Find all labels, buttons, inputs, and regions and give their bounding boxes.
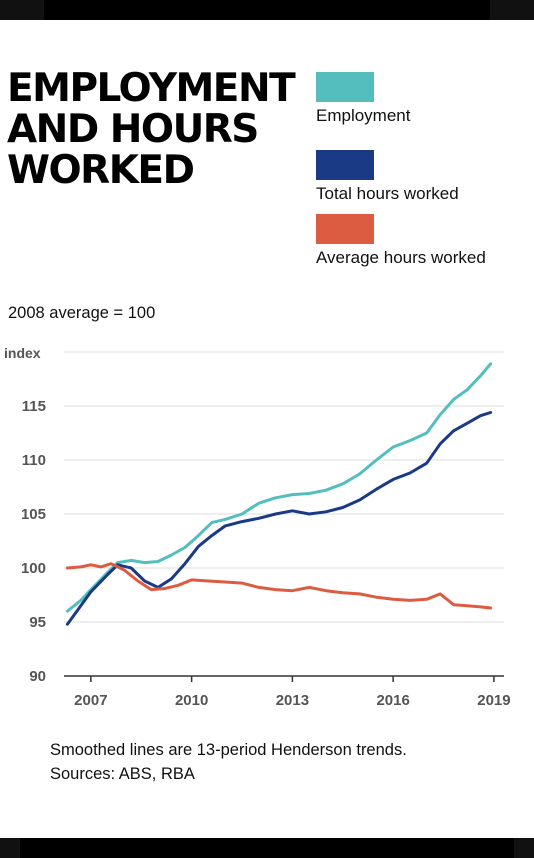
top-bar-right-notch	[490, 0, 534, 20]
top-bar	[0, 0, 534, 20]
bottom-bar-right-notch	[514, 838, 534, 858]
bottom-bar	[0, 838, 534, 858]
legend-label-average-hours: Average hours worked	[316, 248, 486, 267]
x-tick-label: 2007	[74, 692, 107, 709]
series-line-average-hours-worked	[65, 562, 493, 610]
x-tick-label: 2019	[477, 692, 510, 709]
grid-lines	[64, 351, 504, 623]
footnote-method: Smoothed lines are 13-period Henderson t…	[50, 741, 407, 759]
legend-label-total-hours: Total hours worked	[316, 184, 459, 203]
footnote: Smoothed lines are 13-period Henderson t…	[50, 738, 407, 786]
axes: index 90 95 100 105 110 115 2007 2010 2013 2016 20…	[4, 345, 511, 709]
bottom-bar-left-notch	[0, 838, 20, 858]
series-line-employment	[65, 362, 493, 613]
x-tick-label: 2016	[376, 692, 409, 709]
series-lines	[65, 362, 493, 626]
y-tick-label: 90	[29, 668, 46, 685]
legend-label-employment: Employment	[316, 106, 411, 125]
x-tick-label: 2013	[276, 692, 309, 709]
legend-item-employment: Employment	[316, 72, 410, 126]
legend-swatch-employment	[316, 72, 374, 102]
baseline-note: 2008 average = 100	[8, 304, 156, 322]
y-tick-label: 110	[22, 452, 46, 469]
footnote-sources: Sources: ABS, RBA	[50, 765, 195, 783]
chart-title: EMPLOYMENT AND HOURS WORKED	[7, 66, 296, 193]
legend-swatch-total-hours	[316, 150, 374, 180]
y-tick-label: 105	[21, 506, 46, 523]
series-line-total-hours-worked	[65, 411, 493, 626]
y-tick-label: 100	[21, 560, 46, 577]
legend-item-average-hours: Average hours worked	[316, 214, 486, 268]
y-tick-label: 95	[29, 614, 46, 631]
line-chart: index 90 95 100 105 110 115 2007 2010 2013 2016 20…	[4, 345, 511, 709]
y-axis-label: index	[4, 345, 41, 361]
legend-item-total-hours: Total hours worked	[316, 150, 459, 204]
top-bar-left-notch	[0, 0, 44, 20]
y-tick-label: 115	[22, 398, 46, 415]
x-tick-label: 2010	[175, 692, 208, 709]
legend-swatch-average-hours	[316, 214, 374, 244]
